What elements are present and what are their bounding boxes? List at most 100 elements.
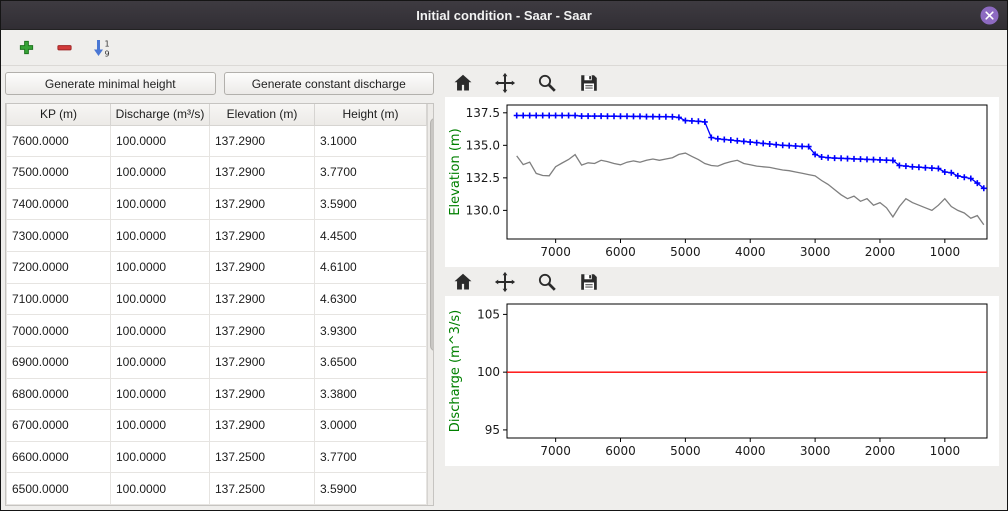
- scroll-down-button[interactable]: ▼: [428, 492, 433, 505]
- table-cell[interactable]: 100.0000: [110, 251, 210, 284]
- table-cell[interactable]: 7200.0000: [6, 251, 111, 284]
- table-cell[interactable]: 100.0000: [110, 377, 210, 411]
- discharge-chart[interactable]: 7000 6000 5000 4000 3000 2000 1000 105 100 95 Disc…: [445, 296, 999, 466]
- table-cell[interactable]: 7500.0000: [6, 156, 111, 189]
- svg-text:Elevation (m): Elevation (m): [448, 128, 463, 215]
- table-cell[interactable]: 4.6100: [314, 251, 427, 284]
- table-cell[interactable]: 100.0000: [110, 124, 210, 158]
- table-cell[interactable]: 4.6300: [314, 282, 427, 316]
- table-cell[interactable]: 3.1000: [314, 124, 427, 158]
- svg-text:5000: 5000: [670, 245, 701, 259]
- table-cell[interactable]: 6900.0000: [6, 345, 111, 379]
- table-cell[interactable]: 137.2900: [209, 314, 315, 347]
- table-row[interactable]: 6600.0000 100.0000 137.2500 3.7700: [6, 440, 427, 474]
- zoom-button[interactable]: [533, 269, 561, 295]
- table-row[interactable]: 7300.0000 100.0000 137.2900 4.4500: [6, 219, 427, 252]
- table-cell[interactable]: 137.2900: [209, 187, 315, 221]
- home-button[interactable]: [449, 269, 477, 295]
- table-cell[interactable]: 100.0000: [110, 187, 210, 221]
- home-icon: [454, 74, 472, 91]
- svg-text:Discharge (m^3/s): Discharge (m^3/s): [448, 310, 463, 432]
- table-cell[interactable]: 100.0000: [110, 219, 210, 252]
- table-cell[interactable]: 3.7700: [314, 156, 427, 189]
- table-cell[interactable]: 100.0000: [110, 282, 210, 316]
- table-cell[interactable]: 7600.0000: [6, 124, 111, 158]
- table-row[interactable]: 6800.0000 100.0000 137.2900 3.3800: [6, 377, 427, 411]
- table-row[interactable]: 7500.0000 100.0000 137.2900 3.7700: [6, 156, 427, 189]
- generator-buttons: Generate minimal height Generate constan…: [5, 72, 434, 95]
- table-cell[interactable]: 137.2900: [209, 156, 315, 189]
- zoom-button[interactable]: [533, 70, 561, 96]
- charts-panel: 7000 6000 5000 4000 3000 2000 1000 137.5 135.0 13…: [438, 66, 1007, 510]
- generate-minimal-height-button[interactable]: Generate minimal height: [5, 72, 216, 95]
- table-cell[interactable]: 137.2900: [209, 409, 315, 442]
- remove-row-button[interactable]: [51, 35, 77, 61]
- table-cell[interactable]: 137.2900: [209, 282, 315, 316]
- table-cell[interactable]: 7400.0000: [6, 187, 111, 221]
- main-toolbar: 1 9: [1, 30, 1007, 66]
- col-header-elevation[interactable]: Elevation (m): [209, 104, 315, 126]
- table-cell[interactable]: 3.0000: [314, 409, 427, 442]
- table-cell[interactable]: 100.0000: [110, 345, 210, 379]
- pan-button[interactable]: [491, 70, 519, 96]
- table-row[interactable]: 7400.0000 100.0000 137.2900 3.5900: [6, 187, 427, 221]
- table-cell[interactable]: 3.3800: [314, 377, 427, 411]
- table-row[interactable]: 6900.0000 100.0000 137.2900 3.6500: [6, 345, 427, 379]
- table-cell[interactable]: 3.7700: [314, 440, 427, 474]
- table-cell[interactable]: 137.2900: [209, 377, 315, 411]
- table-cell[interactable]: 3.5900: [314, 187, 427, 221]
- elevation-chart[interactable]: 7000 6000 5000 4000 3000 2000 1000 137.5 135.0 13…: [445, 97, 999, 267]
- scrollbar-thumb[interactable]: [430, 118, 433, 351]
- titlebar[interactable]: Initial condition - Saar - Saar: [1, 1, 1007, 30]
- add-row-button[interactable]: [13, 35, 39, 61]
- save-button[interactable]: [575, 70, 603, 96]
- table-scrollbar[interactable]: ▲ ▼: [427, 104, 433, 505]
- svg-text:95: 95: [485, 423, 500, 437]
- table-cell[interactable]: 100.0000: [110, 472, 210, 505]
- table-cell[interactable]: 4.4500: [314, 219, 427, 252]
- svg-text:7000: 7000: [540, 245, 571, 259]
- save-button[interactable]: [575, 269, 603, 295]
- table-row[interactable]: 6700.0000 100.0000 137.2900 3.0000: [6, 409, 427, 442]
- table-cell[interactable]: 137.2500: [209, 440, 315, 474]
- table-cell[interactable]: 137.2900: [209, 124, 315, 158]
- table-cell[interactable]: 137.2900: [209, 345, 315, 379]
- table-cell[interactable]: 137.2500: [209, 472, 315, 505]
- table-cell[interactable]: 3.9300: [314, 314, 427, 347]
- table-row[interactable]: 7100.0000 100.0000 137.2900 4.6300: [6, 282, 427, 316]
- pan-icon: [494, 72, 516, 93]
- pan-button[interactable]: [491, 269, 519, 295]
- table-row[interactable]: 7200.0000 100.0000 137.2900 4.6100: [6, 251, 427, 284]
- col-header-kp[interactable]: KP (m): [6, 104, 111, 126]
- table-cell[interactable]: 100.0000: [110, 314, 210, 347]
- sort-descending-icon: 1 9: [94, 39, 110, 58]
- table-cell[interactable]: 6700.0000: [6, 409, 111, 442]
- col-header-height[interactable]: Height (m): [314, 104, 427, 126]
- scrollbar-track[interactable]: [428, 117, 433, 492]
- col-header-discharge[interactable]: Discharge (m³/s): [110, 104, 210, 126]
- table-cell[interactable]: 6500.0000: [6, 472, 111, 505]
- close-button[interactable]: [980, 6, 999, 25]
- table-cell[interactable]: 100.0000: [110, 440, 210, 474]
- table-cell[interactable]: 3.5900: [314, 472, 427, 505]
- table-row[interactable]: 7000.0000 100.0000 137.2900 3.9300: [6, 314, 427, 347]
- table-cell[interactable]: 100.0000: [110, 409, 210, 442]
- table-cell[interactable]: 6800.0000: [6, 377, 111, 411]
- scroll-up-button[interactable]: ▲: [428, 104, 433, 117]
- table-cell[interactable]: 137.2900: [209, 219, 315, 252]
- table-cell[interactable]: 7100.0000: [6, 282, 111, 316]
- table-cell[interactable]: 100.0000: [110, 156, 210, 189]
- table-row[interactable]: 6500.0000 100.0000 137.2500 3.5900: [6, 472, 427, 505]
- main-area: Generate minimal height Generate constan…: [1, 66, 1007, 510]
- close-icon: [980, 6, 999, 25]
- table-cell[interactable]: 137.2900: [209, 251, 315, 284]
- generate-constant-discharge-button[interactable]: Generate constant discharge: [223, 72, 434, 95]
- table-cell[interactable]: 7300.0000: [6, 219, 111, 252]
- table-cell[interactable]: 7000.0000: [6, 314, 111, 347]
- table-row[interactable]: 7600.0000 100.0000 137.2900 3.1000: [6, 124, 427, 158]
- sort-button[interactable]: 1 9: [89, 35, 115, 61]
- home-button[interactable]: [449, 70, 477, 96]
- table-cell[interactable]: 3.6500: [314, 345, 427, 379]
- table-cell[interactable]: 6600.0000: [6, 440, 111, 474]
